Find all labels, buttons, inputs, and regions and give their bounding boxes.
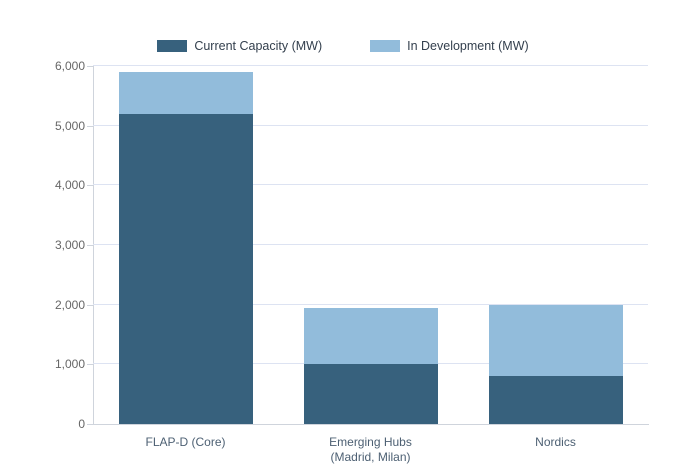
- y-tick-2000: [87, 304, 93, 306]
- gridline-6000: [93, 65, 648, 66]
- bar-segment-emerging-hubs-madrid-milan-in-development-mw[interactable]: [303, 307, 438, 365]
- legend-item-current-capacity-mw[interactable]: Current Capacity (MW): [157, 39, 322, 53]
- y-tick-1000: [87, 364, 93, 366]
- y-tick-label-6000: 6,000: [54, 59, 85, 73]
- gridline-4000: [93, 184, 648, 186]
- legend-swatch-in-development-mw: [370, 40, 401, 52]
- legend-label: Current Capacity (MW): [194, 39, 323, 53]
- bar-segment-nordics-current-capacity-mw[interactable]: [488, 376, 623, 424]
- gridline-3000: [93, 244, 648, 245]
- bar-segment-flap-d-core-current-capacity-mw[interactable]: [118, 113, 253, 424]
- y-tick-label-2000: 2,000: [54, 297, 85, 312]
- bar-emerging-hubs-madrid-milan: [303, 307, 438, 424]
- y-tick-label-1000: 1,000: [54, 357, 85, 372]
- x-tick-label-nordics: Nordics: [463, 435, 648, 450]
- chart-legend: Current Capacity (MW) In Development (MW): [0, 38, 686, 54]
- x-axis-line: [93, 424, 649, 425]
- bar-flap-d-core: [118, 71, 253, 424]
- legend-label: In Development (MW): [407, 39, 529, 53]
- y-tick-label-0: 0: [78, 417, 85, 431]
- y-tick-label-4000: 4,000: [54, 178, 85, 193]
- y-tick-3000: [87, 245, 93, 246]
- gridline-2000: [93, 303, 648, 305]
- bar-nordics: [488, 304, 623, 424]
- x-tick-label-emerging-hubs-madrid-milan: Emerging Hubs (Madrid, Milan): [278, 435, 463, 465]
- y-tick-label-5000: 5,000: [54, 118, 85, 133]
- y-tick-4000: [87, 185, 93, 187]
- y-tick-5000: [87, 125, 93, 127]
- x-tick-label-line: (Madrid, Milan): [330, 450, 411, 464]
- y-axis-line: [93, 66, 94, 424]
- bar-segment-nordics-in-development-mw[interactable]: [488, 304, 623, 377]
- bar-segment-emerging-hubs-madrid-milan-current-capacity-mw[interactable]: [303, 364, 438, 424]
- x-tick-label-line: Emerging Hubs: [329, 435, 412, 449]
- bar-segment-flap-d-core-in-development-mw[interactable]: [118, 71, 253, 114]
- y-tick-label-3000: 3,000: [54, 238, 85, 252]
- x-tick-label-line: FLAP-D (Core): [145, 435, 226, 449]
- x-tick-label-flap-d-core: FLAP-D (Core): [93, 435, 278, 450]
- legend-swatch-current-capacity-mw: [157, 40, 188, 52]
- y-tick-0: [87, 424, 93, 425]
- legend-item-in-development-mw[interactable]: In Development (MW): [370, 39, 529, 53]
- x-tick-label-line: Nordics: [535, 435, 576, 449]
- plot-area: [93, 65, 648, 424]
- y-tick-6000: [87, 66, 93, 67]
- gridline-5000: [93, 124, 648, 126]
